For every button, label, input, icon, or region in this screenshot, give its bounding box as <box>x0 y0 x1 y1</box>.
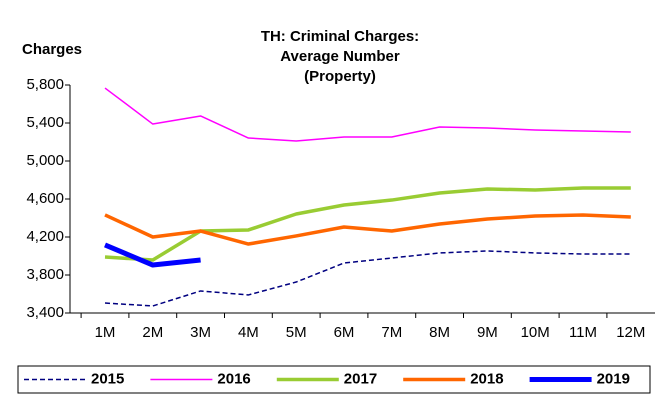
legend-label: 2017 <box>344 370 377 387</box>
x-tick-label: 5M <box>286 324 307 341</box>
chart-title: TH: Criminal Charges: <box>261 28 419 45</box>
series-line <box>104 242 201 268</box>
y-tick-label: 4,600 <box>26 190 64 207</box>
y-tick-label: 5,400 <box>26 114 64 131</box>
x-tick-label: 3M <box>190 324 211 341</box>
x-tick-label: 12M <box>616 324 645 341</box>
legend-label: 2018 <box>470 370 503 387</box>
legend-label: 2015 <box>91 370 124 387</box>
x-tick-label: 2M <box>142 324 163 341</box>
series-line <box>104 213 631 246</box>
chart-title: (Property) <box>304 68 376 85</box>
x-tick-label: 11M <box>569 324 597 341</box>
x-tick-label: 10M <box>521 324 550 341</box>
x-tick-label: 7M <box>381 324 402 341</box>
x-tick-label: 4M <box>238 324 259 341</box>
y-tick-label: 3,400 <box>26 304 64 321</box>
x-tick-label: 6M <box>334 324 355 341</box>
x-tick-label: 8M <box>429 324 450 341</box>
legend-label: 2019 <box>597 370 630 387</box>
y-tick-label: 5,800 <box>26 76 64 93</box>
y-axis-label: Charges <box>22 41 82 58</box>
series-line <box>104 250 631 307</box>
x-tick-label: 1M <box>95 324 116 341</box>
y-tick-label: 3,800 <box>26 266 64 283</box>
series-line <box>104 87 631 142</box>
legend-label: 2016 <box>217 370 250 387</box>
y-tick-label: 5,000 <box>26 152 64 169</box>
series-line <box>104 186 631 262</box>
x-tick-label: 9M <box>477 324 498 341</box>
y-tick-label: 4,200 <box>26 228 64 245</box>
chart-title: Average Number <box>280 48 400 65</box>
